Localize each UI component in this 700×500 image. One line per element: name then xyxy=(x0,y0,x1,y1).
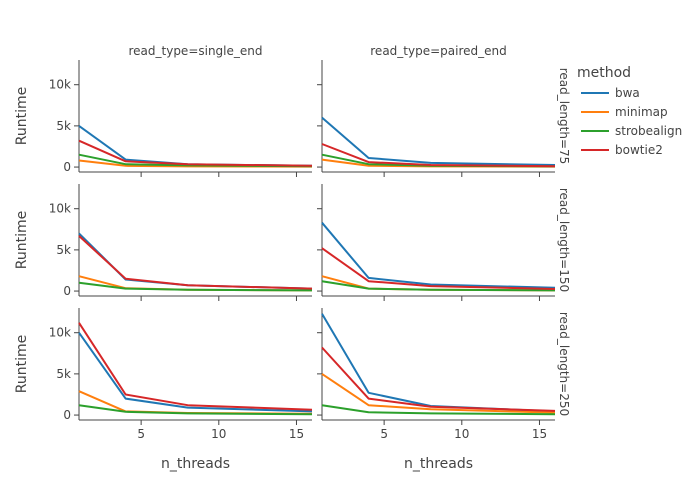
y-tick-label: 0 xyxy=(63,284,71,298)
x-tick-label: 5 xyxy=(380,427,388,441)
x-tick-label: 5 xyxy=(137,427,145,441)
series-line-bwa xyxy=(78,332,313,413)
panel: 0 5k 10k xyxy=(49,60,312,177)
y-tick-label: 10k xyxy=(49,202,71,216)
panel: 0 5k 10k 5 10 15 xyxy=(49,308,312,441)
legend-label-strobealign: strobealign xyxy=(615,124,682,138)
series-line-bwa xyxy=(321,222,556,289)
panel: 0 5k 10k xyxy=(49,184,312,301)
panel: 5 10 15 xyxy=(317,308,555,441)
series-line-strobealign xyxy=(78,404,313,416)
series-line-bowtie2 xyxy=(321,143,556,168)
y-tick-label: 0 xyxy=(63,408,71,422)
series-line-bowtie2 xyxy=(321,247,556,290)
series-line-bowtie2 xyxy=(78,139,313,167)
y-tick-label: 0 xyxy=(63,160,71,174)
row-label: read_length=150 xyxy=(557,188,571,292)
panel xyxy=(317,184,555,301)
y-tick-label: 5k xyxy=(56,243,71,257)
x-axis-title: n_threads xyxy=(161,456,230,472)
series-line-bwa xyxy=(78,125,313,167)
x-tick-label: 10 xyxy=(211,427,226,441)
y-axis-title: Runtime xyxy=(14,335,30,393)
panel xyxy=(317,60,555,177)
column-label: read_type=single_end xyxy=(128,44,262,58)
y-tick-label: 10k xyxy=(49,78,71,92)
series-line-minimap xyxy=(321,373,556,414)
series-line-bowtie2 xyxy=(78,235,313,290)
legend-label-minimap: minimap xyxy=(615,105,668,119)
series-line-bowtie2 xyxy=(321,346,556,412)
legend: method bwa minimap strobealign bowtie2 xyxy=(577,65,682,157)
x-tick-label: 15 xyxy=(532,427,547,441)
series-line-bwa xyxy=(78,232,313,290)
x-tick-label: 10 xyxy=(454,427,469,441)
y-tick-label: 5k xyxy=(56,367,71,381)
y-axis-title: Runtime xyxy=(14,211,30,269)
legend-label-bowtie2: bowtie2 xyxy=(615,143,663,157)
panels-layer: read_type=single_end read_type=paired_end… xyxy=(14,44,571,472)
column-label: read_type=paired_end xyxy=(370,44,506,58)
legend-title: method xyxy=(577,65,631,81)
row-label: read_length=250 xyxy=(557,312,571,416)
row-label: read_length=75 xyxy=(557,68,571,165)
legend-label-bwa: bwa xyxy=(615,86,640,100)
series-line-strobealign xyxy=(78,281,313,292)
series-line-strobealign xyxy=(321,280,556,292)
x-tick-label: 15 xyxy=(289,427,304,441)
y-axis-title: Runtime xyxy=(14,87,30,145)
y-tick-label: 5k xyxy=(56,119,71,133)
series-line-strobealign xyxy=(321,404,556,416)
x-axis-title: n_threads xyxy=(404,456,473,472)
y-tick-label: 10k xyxy=(49,326,71,340)
series-line-bwa xyxy=(321,116,556,166)
series-line-bowtie2 xyxy=(78,322,313,411)
